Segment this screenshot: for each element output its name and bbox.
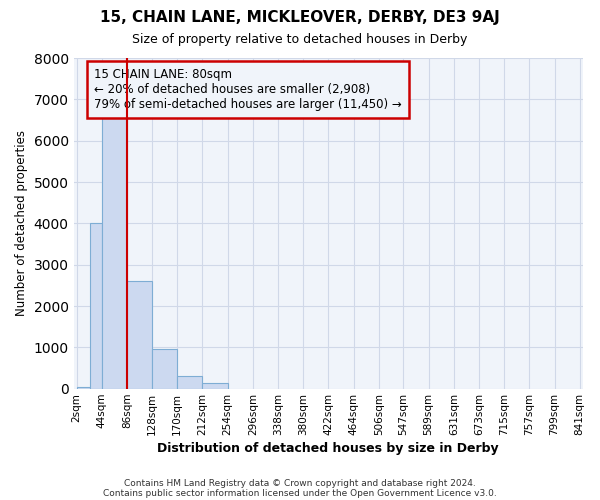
Y-axis label: Number of detached properties: Number of detached properties xyxy=(15,130,28,316)
Text: Contains HM Land Registry data © Crown copyright and database right 2024.: Contains HM Land Registry data © Crown c… xyxy=(124,478,476,488)
Text: Size of property relative to detached houses in Derby: Size of property relative to detached ho… xyxy=(133,32,467,46)
Bar xyxy=(77,386,91,389)
Bar xyxy=(152,350,178,389)
Text: 15, CHAIN LANE, MICKLEOVER, DERBY, DE3 9AJ: 15, CHAIN LANE, MICKLEOVER, DERBY, DE3 9… xyxy=(100,10,500,25)
Bar xyxy=(91,224,102,389)
Text: 15 CHAIN LANE: 80sqm
← 20% of detached houses are smaller (2,908)
79% of semi-de: 15 CHAIN LANE: 80sqm ← 20% of detached h… xyxy=(94,68,401,111)
Bar xyxy=(102,118,127,389)
Bar xyxy=(202,382,227,389)
X-axis label: Distribution of detached houses by size in Derby: Distribution of detached houses by size … xyxy=(157,442,499,455)
Bar xyxy=(178,376,202,389)
Text: Contains public sector information licensed under the Open Government Licence v3: Contains public sector information licen… xyxy=(103,488,497,498)
Bar xyxy=(127,282,152,389)
